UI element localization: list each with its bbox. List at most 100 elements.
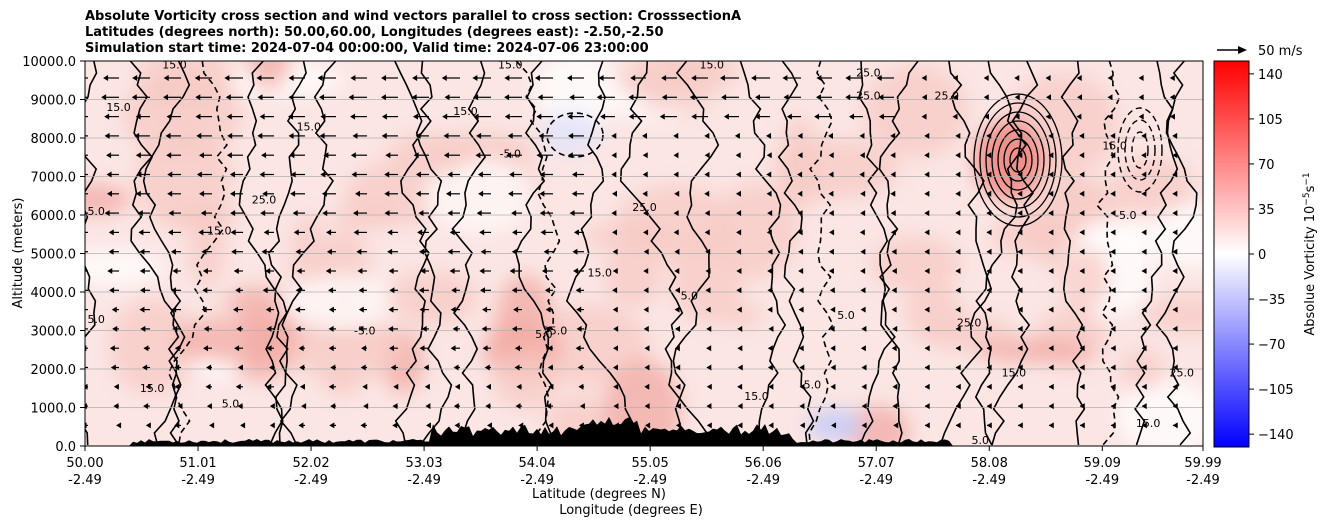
contour-label: -5.0 [1115,209,1136,222]
wind-vector-head [392,403,398,410]
wind-vector-head [108,229,114,236]
wind-vector-head [200,210,206,217]
wind-vector-head [1172,403,1178,410]
contour-line [394,61,433,446]
wind-vector-head [1141,210,1147,217]
contour-labels: 15.05.025.015.015.05.015.0-5.015.0-5.05.… [87,61,1194,446]
wind-vector-head [516,383,522,390]
wind-vector-head [453,364,459,371]
wind-vector-head [828,248,834,255]
wind-vector-head [423,364,429,371]
wind-vector-head [673,152,679,159]
wind-vector-head [320,113,326,120]
wind-vector-head [538,132,544,139]
wind-vector-head [642,132,648,139]
wind-vector-head [295,287,301,294]
wind-vector-head [539,210,545,217]
wind-vector-head [472,75,478,81]
wind-vector-head [328,383,334,390]
wind-vector-head [859,171,865,178]
contour-label: 5.0 [222,398,240,411]
wind-vector-head [723,113,729,120]
wind-vector-head [298,345,304,352]
contour-label: 25.0 [856,66,881,79]
chart-title-line-2: Latitudes (degrees north): 50.00,60.00, … [85,25,664,40]
wind-vector-head [482,306,488,313]
wind-vector-head [798,345,804,352]
wind-vector-head [358,325,364,332]
wind-vector-head [1107,94,1113,101]
wind-vector-head [673,229,679,236]
wind-vector-head [293,229,299,236]
wind-vector-head [389,287,395,294]
contour-label: 5.0 [837,309,855,322]
wind-vector-head [799,403,805,410]
wind-vector-head [706,383,712,390]
wind-vector-head [479,287,485,294]
wind-vector-head [952,75,958,81]
wind-vector-head [644,364,650,371]
x-tick-label-lat: 51.01 [179,456,216,471]
contour-label: 15.0 [453,105,478,118]
wind-vector-head [142,364,148,371]
wind-vector-head [328,325,334,332]
vorticity-blob [493,351,561,410]
wind-vector-head [1048,268,1054,274]
wind-vector-head [644,345,650,352]
y-tick-label: 0.0 [55,440,76,455]
wind-vector-head [113,383,119,390]
wind-vector-head [511,325,517,332]
wind-vector-head [1079,132,1085,139]
contour-label: 25.0 [543,324,568,337]
wind-vector-head [236,325,242,332]
wind-vector-head [955,190,961,197]
wind-vector-head [1141,383,1147,390]
wind-vector-head [1017,171,1023,178]
wind-vector-head [860,306,866,313]
wind-vector-head [986,248,992,255]
wind-vector-head [1172,268,1178,274]
wind-vector-head [611,210,617,217]
wind-vector-head [78,229,83,235]
wind-vector-head [830,345,836,352]
wind-vector-head [1014,75,1020,81]
contour-line [264,61,307,446]
wind-vector-head [659,113,665,120]
wind-vector-head [705,287,711,294]
wind-vector-head [613,345,619,352]
wind-vector-head [1141,325,1147,332]
colorbar-tick-label: 105 [1258,113,1283,128]
wind-vector-head [860,268,866,274]
wind-vector-head [1141,229,1147,236]
wind-vector-head [299,364,305,371]
wind-vector-head [735,152,741,159]
contour-line [991,61,1039,446]
wind-vector-head [443,132,449,139]
wind-vector-head [1014,94,1020,101]
wind-vector-head [768,383,774,390]
quiver-key: 50 m/s [1217,44,1303,59]
wind-vector-head [955,229,961,236]
contour-label: 25.0 [934,90,959,103]
vorticity-blob [664,61,715,113]
wind-vector-head [79,268,84,274]
wind-vector-head [878,113,884,120]
wind-vector-head [388,325,394,332]
wind-vector-head [611,190,617,197]
wind-vector-head [576,325,582,332]
contour-label: 5.0 [804,378,822,391]
wind-vector-head [643,287,649,294]
wind-vector-head [1138,113,1144,120]
wind-vector-head [734,132,740,139]
wind-vector-head [986,383,992,390]
contour-ring [997,129,1039,191]
wind-vector-head [479,229,485,236]
y-tick-label: 9000.0 [31,94,77,109]
wind-vector-head [705,248,711,255]
wind-vector-head [476,132,482,139]
wind-vector-head [453,403,459,410]
wind-vector-head [828,152,834,159]
colorbar-label: Absolue Vorticity 10−5s−1 [1302,172,1318,335]
wind-vectors [78,75,1178,429]
wind-vector-head [330,364,336,371]
